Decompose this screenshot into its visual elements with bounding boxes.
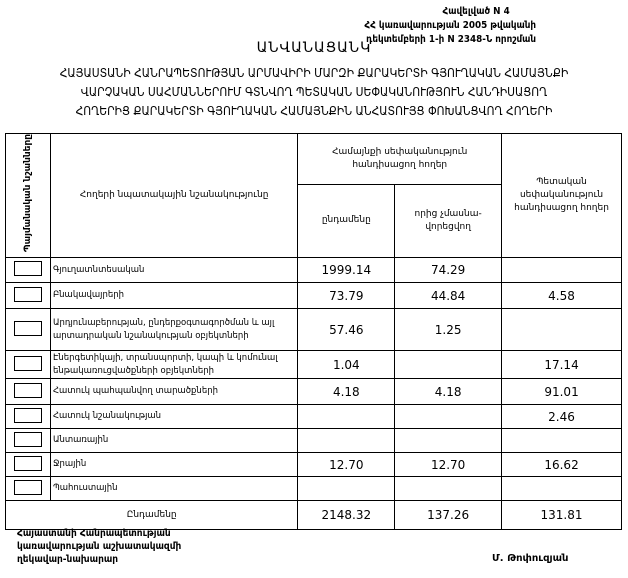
total-cell: 57.46 <box>297 308 396 352</box>
purpose-cell: Արդյունաբերության, ընդերքօգտագործման և ա… <box>49 308 299 352</box>
state-cell: 4.58 <box>501 282 622 310</box>
symbol-cell <box>5 428 51 454</box>
purpose-cell: Պահուստային <box>49 476 299 502</box>
header-unprivatized: որից չմասնա-վորեցվող <box>394 183 503 259</box>
legend-box <box>13 479 42 495</box>
state-cell: 2.46 <box>501 404 622 430</box>
annex-date: դեկտեմբերի 1-ի N 2348-Ն որոշման <box>366 34 536 45</box>
total-cell <box>297 476 396 502</box>
symbol-cell <box>5 257 51 284</box>
signatory-line: Հայաստանի Հանրապետության <box>17 528 171 539</box>
state-cell <box>501 476 622 502</box>
signatory-line: կառավարության աշխատակազմի <box>17 541 182 552</box>
state-cell: 17.14 <box>501 350 622 380</box>
total-cell <box>297 428 396 454</box>
total-cell: 1999.14 <box>297 257 396 284</box>
purpose-cell: Հատուկ նշանակության <box>49 404 299 430</box>
table-row: Էներգետիկայի, տրանսպորտի, կապի և կոմունա… <box>5 350 622 380</box>
unprivatized-cell: 1.25 <box>394 308 503 352</box>
purpose-cell: Գյուղատնտեսական <box>49 257 299 284</box>
purpose-cell: Էներգետիկայի, տրանսպորտի, կապի և կոմունա… <box>49 350 299 380</box>
symbol-cell <box>5 350 51 380</box>
table-row: Արդյունաբերության, ընդերքօգտագործման և ա… <box>5 308 622 352</box>
total-cell: 4.18 <box>297 378 396 406</box>
signatory-line: ղեկավար-նախարար <box>17 554 119 565</box>
legend-box <box>13 355 42 371</box>
legend-box <box>13 407 42 423</box>
symbol-cell <box>5 404 51 430</box>
purpose-cell: Հատուկ պահպանվող տարածքների <box>49 378 299 406</box>
total-cell <box>297 404 396 430</box>
total-row: Ընդամենը 2148.32 137.26 131.81 <box>4 500 622 531</box>
total-cell: 73.79 <box>297 282 396 310</box>
grand-total: 2148.32 <box>297 500 396 531</box>
purpose-cell: Անտառային <box>49 428 299 454</box>
subtitle-line: ՎԱՐՉԱԿԱՆ ՍԱՀՄԱՆՆԵՐՈՒՄ ԳՏՆՎՈՂ ՊԵՏԱԿԱՆ ՍԵՓ… <box>80 84 548 99</box>
legend-box <box>13 286 42 302</box>
land-table: Պայմանական նշանները Հողերի նպատակային նշ… <box>4 132 622 531</box>
signatory-name: Մ. Թոփուզյան <box>492 553 569 564</box>
header-state: Պետական սեփականություն հանդիսացող հողեր <box>501 132 622 259</box>
state-cell <box>501 308 622 352</box>
table-row: Պահուստային <box>5 476 622 502</box>
unprivatized-cell <box>394 350 503 380</box>
symbol-cell <box>5 476 51 502</box>
symbol-cell <box>5 452 51 478</box>
table-row: Հատուկ պահպանվող տարածքների 4.18 4.18 91… <box>5 378 622 406</box>
document-subtitle: ՀԱՅԱՍՏԱՆԻ ՀԱՆՐԱՊԵՏՈՒԹՅԱՆ ԱՐՄԱՎԻՐԻ ՄԱՐԶԻ … <box>44 63 584 120</box>
total-cell: 1.04 <box>297 350 396 380</box>
legend-box <box>13 431 42 447</box>
symbol-cell <box>5 378 51 406</box>
annex-decree: ՀՀ կառավարության 2005 թվականի <box>364 20 536 31</box>
annex-note: Հավելված N 4 ՀՀ կառավարության 2005 թվակա… <box>364 5 536 47</box>
unprivatized-cell: 44.84 <box>394 282 503 310</box>
symbol-cell <box>5 282 51 310</box>
unprivatized-cell <box>394 428 503 454</box>
state-cell: 16.62 <box>501 452 622 478</box>
grand-unprivatized: 137.26 <box>394 500 503 531</box>
table-row: Ջրային 12.70 12.70 16.62 <box>5 452 622 478</box>
purpose-cell: Բնակավայրերի <box>49 282 299 310</box>
subtitle-line: ՀՈՂԵՐԻՑ ՔԱՐԱԿԵՐՏԻ ԳՅՈՒՂԱԿԱՆ ՀԱՄԱՅՆՔԻՆ ԱՆ… <box>75 103 553 118</box>
purpose-cell: Ջրային <box>49 452 299 478</box>
annex-number: Հավելված N 4 <box>442 6 510 17</box>
unprivatized-cell: 4.18 <box>394 378 503 406</box>
legend-box <box>13 320 42 336</box>
unprivatized-cell: 74.29 <box>394 257 503 284</box>
table-row: Գյուղատնտեսական 1999.14 74.29 <box>5 257 622 284</box>
subtitle-line: ՀԱՅԱՍՏԱՆԻ ՀԱՆՐԱՊԵՏՈՒԹՅԱՆ ԱՐՄԱՎԻՐԻ ՄԱՐԶԻ … <box>59 65 569 80</box>
signatory-title: Հայաստանի Հանրապետության կառավարության ա… <box>17 527 181 566</box>
grand-state: 131.81 <box>501 500 622 531</box>
unprivatized-cell <box>394 476 503 502</box>
unprivatized-cell: 12.70 <box>394 452 503 478</box>
legend-box <box>13 261 42 277</box>
document-title: ԱՆՎԱՆԱՑԱՆԿ <box>256 40 372 56</box>
table-row: Բնակավայրերի 73.79 44.84 4.58 <box>5 282 622 310</box>
legend-box <box>13 382 42 398</box>
state-cell: 91.01 <box>501 378 622 406</box>
table-row: Հատուկ նշանակության 2.46 <box>5 404 622 430</box>
state-cell <box>501 428 622 454</box>
unprivatized-cell <box>394 404 503 430</box>
header-symbols: Պայմանական նշանները <box>5 132 51 259</box>
table-row: Անտառային <box>5 428 622 454</box>
header-community: Համայնքի սեփականություն հանդիսացող հողեր <box>297 133 503 185</box>
state-cell <box>501 257 622 284</box>
total-cell: 12.70 <box>297 452 396 478</box>
total-label: Ընդամենը <box>4 500 299 531</box>
legend-box <box>13 455 42 471</box>
header-total: ընդամենը <box>297 183 396 259</box>
header-purpose: Հողերի նպատակային նշանակությունը <box>49 132 299 259</box>
symbol-cell <box>5 308 51 352</box>
